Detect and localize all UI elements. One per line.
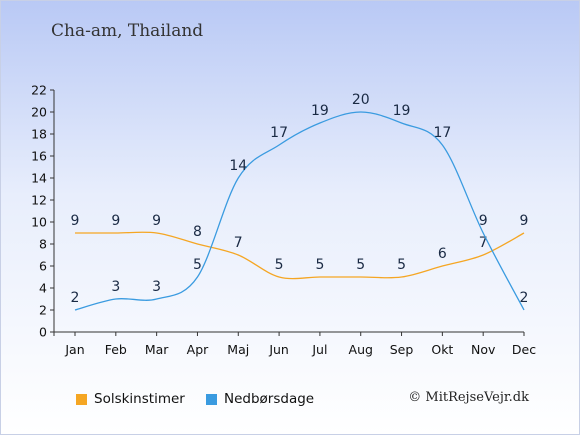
y-tick-label-4: 4 xyxy=(39,281,47,296)
data-label-rain-Sep: 19 xyxy=(393,103,411,119)
series-line-rain xyxy=(74,111,525,311)
y-tick-label-16: 16 xyxy=(31,149,47,164)
x-tick-label-Maj: Maj xyxy=(227,342,249,357)
data-label-rain-Jun: 17 xyxy=(270,125,288,141)
data-label-rain-Jul: 19 xyxy=(311,103,329,119)
data-label-rain-Apr: 5 xyxy=(193,257,202,273)
chart-title: Cha-am, Thailand xyxy=(51,21,204,41)
data-label-sunshine-Nov: 7 xyxy=(479,235,488,251)
y-tick-label-12: 12 xyxy=(31,193,47,208)
x-tick-label-Apr: Apr xyxy=(187,342,209,357)
data-label-sunshine-Jan: 9 xyxy=(71,213,80,229)
x-tick-label-Feb: Feb xyxy=(105,342,127,357)
y-tick-label-14: 14 xyxy=(31,171,47,186)
data-label-rain-Jan: 2 xyxy=(71,290,80,306)
data-label-rain-Mar: 3 xyxy=(152,279,161,295)
data-label-rain-Dec: 2 xyxy=(520,290,529,306)
data-label-sunshine-Dec: 9 xyxy=(520,213,529,229)
y-tick-label-2: 2 xyxy=(39,303,47,318)
x-tick-label-Mar: Mar xyxy=(145,342,169,357)
x-tick-label-Okt: Okt xyxy=(431,342,453,357)
x-tick-label-Nov: Nov xyxy=(471,342,496,357)
data-label-sunshine-Maj: 7 xyxy=(234,235,243,251)
data-label-sunshine-Jun: 5 xyxy=(275,257,284,273)
y-tick-label-20: 20 xyxy=(31,105,47,120)
data-label-sunshine-Feb: 9 xyxy=(111,213,120,229)
data-label-sunshine-Apr: 8 xyxy=(193,224,202,240)
y-tick-label-18: 18 xyxy=(31,127,47,142)
data-label-sunshine-Aug: 5 xyxy=(356,257,365,273)
series-line-sunshine xyxy=(74,231,525,280)
y-tick-label-22: 22 xyxy=(31,83,47,98)
x-tick-label-Jul: Jul xyxy=(311,342,327,357)
data-label-rain-Nov: 9 xyxy=(479,213,488,229)
x-tick-label-Sep: Sep xyxy=(390,342,414,357)
x-tick-label-Dec: Dec xyxy=(512,342,536,357)
data-label-rain-Aug: 20 xyxy=(352,92,370,108)
data-label-sunshine-Mar: 9 xyxy=(152,213,161,229)
data-label-sunshine-Okt: 6 xyxy=(438,246,447,262)
data-label-sunshine-Sep: 5 xyxy=(397,257,406,273)
y-tick-label-0: 0 xyxy=(39,325,47,340)
y-tick-label-10: 10 xyxy=(31,215,47,230)
data-label-sunshine-Jul: 5 xyxy=(315,257,324,273)
data-label-rain-Okt: 17 xyxy=(433,125,451,141)
data-label-rain-Maj: 14 xyxy=(229,158,247,174)
data-label-rain-Feb: 3 xyxy=(111,279,120,295)
y-tick-label-6: 6 xyxy=(39,259,47,274)
x-tick-label-Jan: Jan xyxy=(64,342,84,357)
x-tick-label-Aug: Aug xyxy=(349,342,373,357)
copyright-notice: © MitRejseVejr.dk xyxy=(408,390,529,405)
x-tick-label-Jun: Jun xyxy=(268,342,289,357)
y-tick-label-8: 8 xyxy=(39,237,47,252)
